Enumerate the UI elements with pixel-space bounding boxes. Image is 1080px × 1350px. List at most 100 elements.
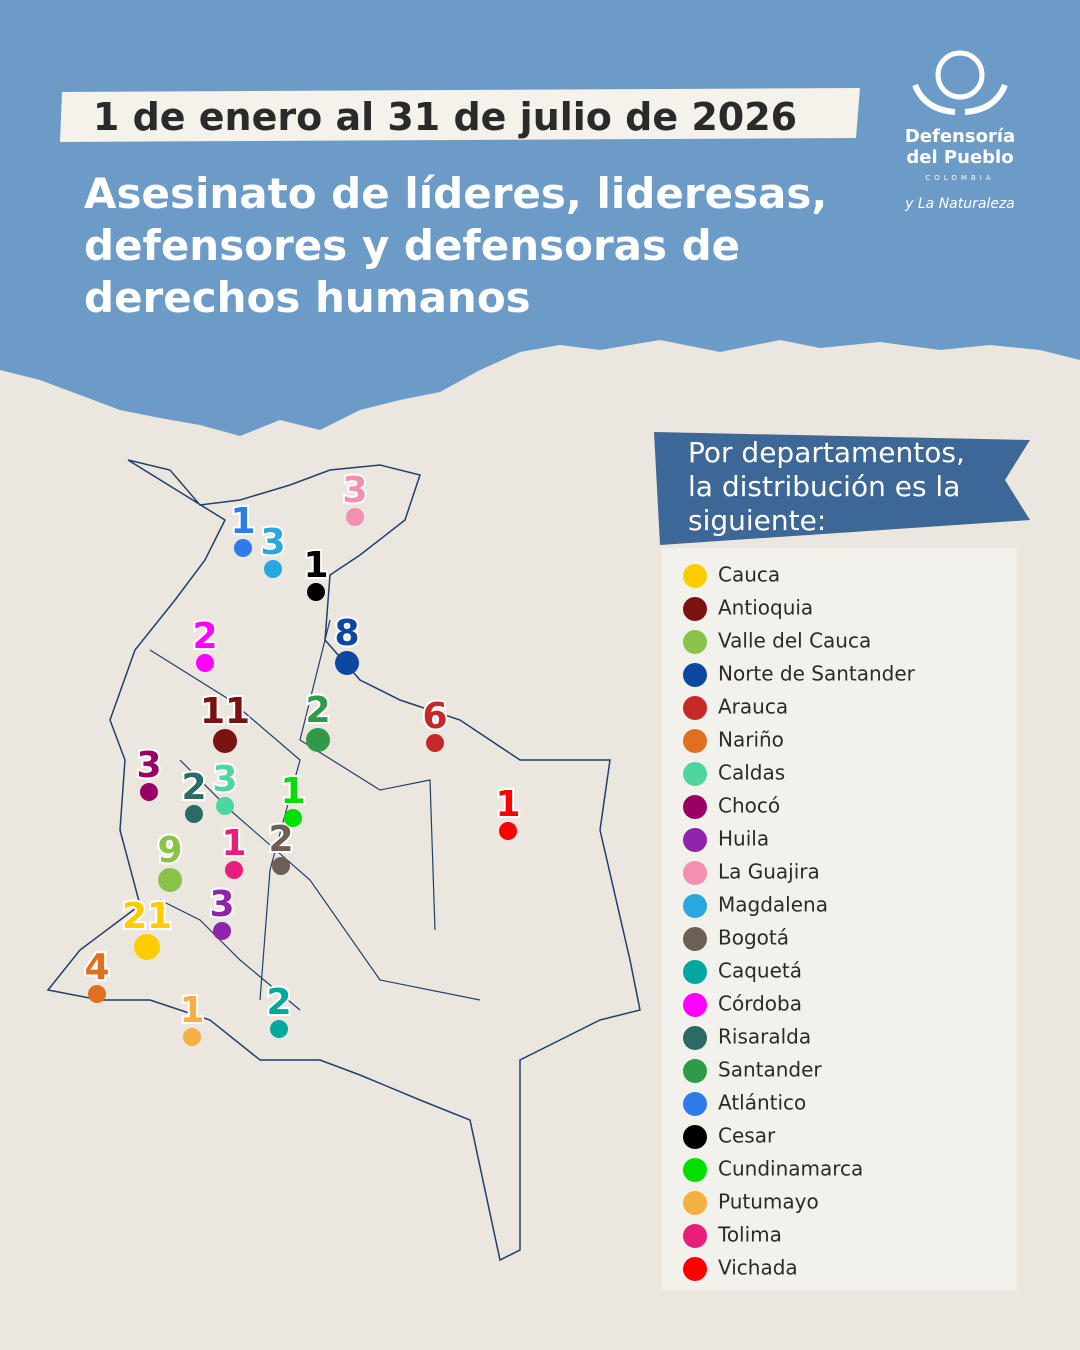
marker-dot — [225, 861, 243, 879]
legend-swatch — [683, 1026, 707, 1050]
legend-swatch — [683, 597, 707, 621]
legend-label: Vichada — [718, 1256, 798, 1280]
marker-count: 2 — [266, 982, 291, 1023]
marker-count: 4 — [84, 947, 109, 988]
legend-swatch — [683, 894, 707, 918]
marker-dot — [284, 809, 302, 827]
legend-label: Huila — [718, 827, 769, 851]
marker-dot — [346, 508, 364, 526]
legend-label: La Guajira — [718, 860, 820, 884]
marker-count: 2 — [192, 616, 217, 657]
title-line: defensores y defensoras de — [84, 221, 740, 270]
logo-icon — [935, 50, 985, 100]
marker-count: 2 — [268, 819, 293, 860]
marker-dot — [307, 583, 325, 601]
marker-count: 1 — [179, 990, 204, 1031]
marker-count: 1 — [221, 823, 246, 864]
legend-swatch — [683, 861, 707, 885]
marker-count: 9 — [157, 830, 182, 871]
date: 1 de enero al 31 de julio de 2026 — [93, 95, 797, 139]
legend-label: Caldas — [718, 761, 785, 785]
legend-label: Tolima — [717, 1223, 782, 1247]
map-borders — [149, 619, 481, 1011]
marker-count: 3 — [260, 522, 285, 563]
marker-count: 2 — [305, 690, 330, 731]
legend-heading: la distribución es la — [688, 470, 960, 503]
marker-dot — [134, 934, 160, 960]
marker-count: 3 — [209, 884, 234, 925]
legend-swatch — [683, 663, 707, 687]
legend-swatch — [683, 960, 707, 984]
marker-dot — [88, 985, 106, 1003]
marker-count: 6 — [422, 696, 447, 737]
legend-label: Caquetá — [718, 959, 802, 983]
legend-swatch — [683, 993, 707, 1017]
marker-dot — [216, 797, 234, 815]
legend-swatch — [683, 1191, 707, 1215]
legend-swatch — [683, 1092, 707, 1116]
legend-swatch — [683, 696, 707, 720]
logo-text: Defensoría — [905, 126, 1015, 147]
legend-label: Norte de Santander — [718, 662, 916, 686]
marker-count: 1 — [495, 784, 520, 825]
marker-dot — [335, 651, 359, 675]
marker-dot — [272, 857, 290, 875]
legend-swatch — [683, 1059, 707, 1083]
marker-dot — [499, 822, 517, 840]
legend-swatch — [683, 564, 707, 588]
legend-swatch — [683, 1125, 707, 1149]
legend-label: Valle del Cauca — [718, 629, 871, 653]
title-line: Asesinato de líderes, lideresas, — [84, 169, 827, 218]
legend-swatch — [683, 729, 707, 753]
logo: Defensoría del Pueblo COLOMBIA y La Natu… — [904, 50, 1015, 212]
legend-label: Nariño — [718, 728, 784, 752]
legend-label: Magdalena — [718, 893, 828, 917]
legend-label: Cesar — [718, 1124, 776, 1148]
marker-count: 21 — [122, 896, 172, 937]
marker-count: 2 — [181, 767, 206, 808]
legend-label: Santander — [718, 1058, 822, 1082]
marker-count: 8 — [334, 613, 359, 654]
logo-hands — [912, 83, 1008, 115]
legend-swatch — [683, 1224, 707, 1248]
title-line: derechos humanos — [84, 273, 531, 322]
marker-dot — [158, 868, 182, 892]
marker-dot — [426, 734, 444, 752]
marker-dot — [183, 1028, 201, 1046]
legend-box — [662, 548, 1017, 1290]
legend-label: Putumayo — [718, 1190, 819, 1214]
legend-label: Cundinamarca — [718, 1157, 863, 1181]
map-outline — [46, 459, 641, 1262]
legend-label: Arauca — [718, 695, 788, 719]
legend-label: Risaralda — [718, 1025, 811, 1049]
marker-dot — [140, 783, 158, 801]
legend-swatch — [683, 630, 707, 654]
legend-heading: siguiente: — [688, 504, 826, 537]
marker-dot — [234, 539, 252, 557]
marker-dot — [185, 805, 203, 823]
legend-swatch — [683, 828, 707, 852]
legend-banner — [654, 432, 1030, 545]
legend-label: Antioquia — [718, 596, 813, 620]
marker-count: 3 — [136, 745, 161, 786]
legend-swatch — [683, 1257, 707, 1281]
legend-label: Córdoba — [718, 992, 802, 1016]
marker-count: 3 — [212, 759, 237, 800]
legend-swatch — [683, 927, 707, 951]
marker-dot — [213, 922, 231, 940]
legend-label: Bogotá — [718, 926, 789, 950]
legend-label: Chocó — [718, 794, 780, 818]
marker-count: 11 — [200, 691, 250, 732]
marker-dot — [270, 1020, 288, 1038]
marker-dot — [213, 729, 237, 753]
legend-swatch — [683, 795, 707, 819]
legend-swatch — [683, 1158, 707, 1182]
marker-dot — [306, 728, 330, 752]
logo-tagline: y La Naturaleza — [904, 196, 1015, 212]
marker-count: 1 — [230, 501, 255, 542]
marker-count: 1 — [303, 545, 328, 586]
marker-count: 1 — [280, 771, 305, 812]
date-banner — [60, 88, 860, 142]
